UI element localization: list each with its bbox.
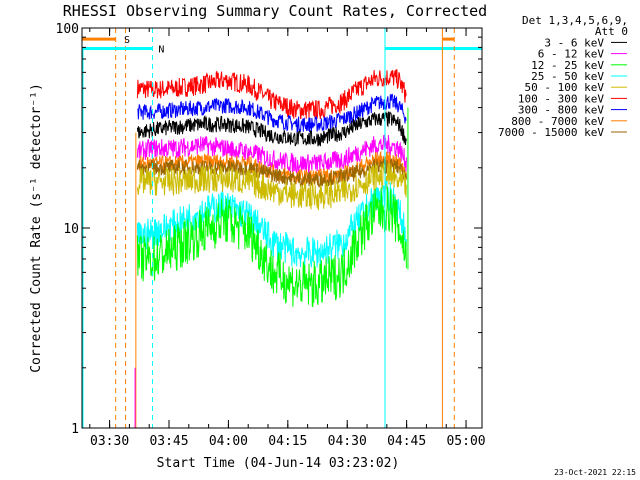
series-layer [134,69,409,428]
y-axis-label: Corrected Count Rate (s⁻¹ detector⁻¹) [29,83,44,373]
chart-title: RHESSI Observing Summary Count Rates, Co… [63,2,487,20]
series-line-3-6keV [136,111,407,147]
x-tick-label: 03:30 [90,434,129,449]
x-tick-label: 04:45 [387,434,426,449]
legend-label: 300 - 800 keV [518,104,604,117]
legend-header: Det 1,3,4,5,6,9, [522,14,628,27]
plot-frame [81,27,483,429]
y-tick-label: 100 [56,22,79,37]
legend-label: 800 - 7000 keV [511,115,604,128]
x-tick-label: 04:15 [268,434,307,449]
legend-label: 3 - 6 keV [544,36,604,49]
saa-label: S [124,35,130,46]
series-line-25-50keV [136,180,407,269]
x-axis-label: Start Time (04-Jun-14 03:23:02) [157,456,400,471]
legend-label: 100 - 300 keV [518,92,604,105]
y-tick-label: 1 [71,422,79,437]
legend-label: 50 - 100 keV [525,81,605,94]
axis-layer: 03:30 03:45 04:00 04:15 04:30 04:45 05:00 1 10 10… [56,22,486,449]
series-line-50-100keV [136,162,407,211]
marker-layer: SN [82,28,482,428]
plot-timestamp: 23-Oct-2021 22:15 [554,468,636,477]
x-tick-label: 04:30 [328,434,367,449]
night-label: N [158,44,164,55]
legend-label: 7000 - 15000 keV [498,126,604,139]
x-tick-label: 03:45 [149,434,188,449]
series-line-300-800keV [137,93,407,134]
legend-label: 6 - 12 keV [538,48,605,61]
series-line-7000-15000keV [136,158,407,188]
legend-label: 25 - 50 keV [531,70,604,83]
legend-header: Att 0 [595,25,628,38]
series-line-12-25keV [136,186,407,308]
x-tick-label: 05:00 [446,434,485,449]
series-line-100-300keV [136,69,407,120]
x-tick-label: 04:00 [209,434,248,449]
y-tick-label: 10 [63,222,79,237]
legend-label: 12 - 25 keV [531,59,604,72]
series-line-6-12keV [136,134,407,175]
